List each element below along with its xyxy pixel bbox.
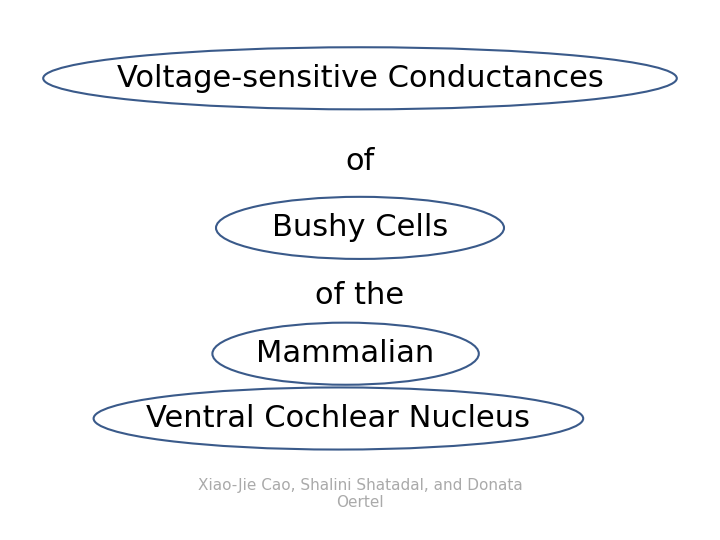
Text: Voltage-sensitive Conductances: Voltage-sensitive Conductances xyxy=(117,64,603,93)
Text: Xiao-Jie Cao, Shalini Shatadal, and Donata
Oertel: Xiao-Jie Cao, Shalini Shatadal, and Dona… xyxy=(197,478,523,510)
Text: of: of xyxy=(346,147,374,177)
Text: Bushy Cells: Bushy Cells xyxy=(272,213,448,242)
Text: Ventral Cochlear Nucleus: Ventral Cochlear Nucleus xyxy=(146,404,531,433)
Text: of the: of the xyxy=(315,281,405,310)
Text: Mammalian: Mammalian xyxy=(256,339,435,368)
